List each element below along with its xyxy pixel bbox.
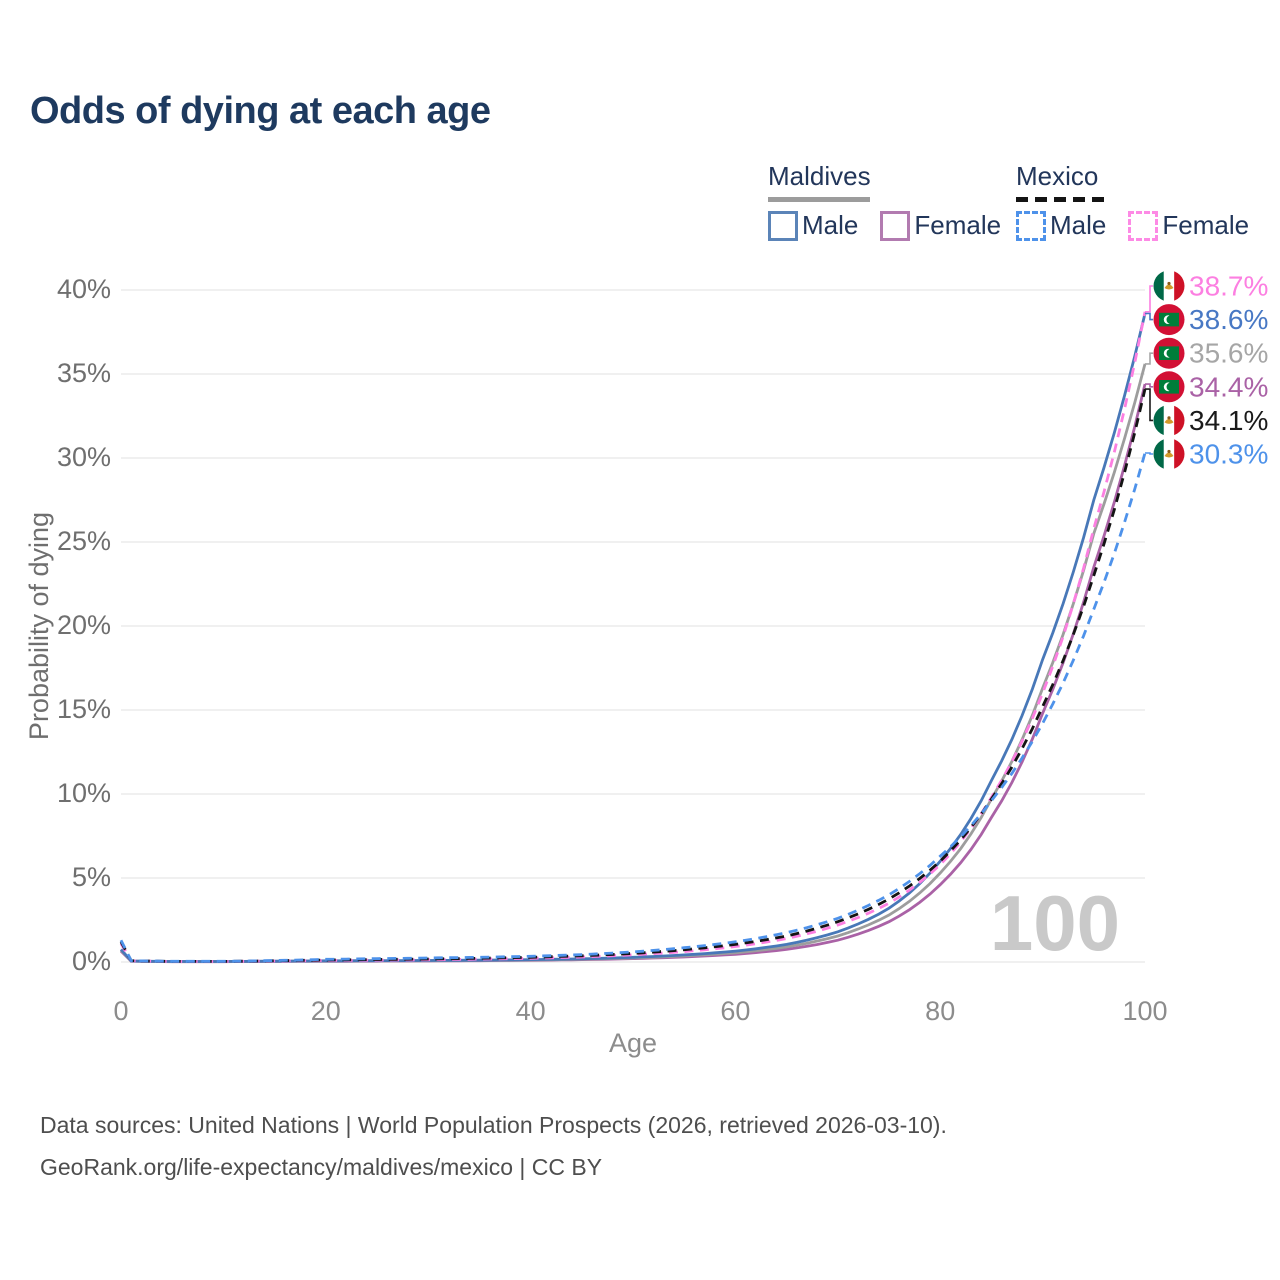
- legend-label-mexico-female: Female: [1162, 210, 1250, 240]
- legend-linestyle-maldives: [768, 197, 870, 202]
- age-watermark: 100: [990, 879, 1120, 967]
- source-line-1: Data sources: United Nations | World Pop…: [40, 1112, 947, 1138]
- legend-item-maldives-male[interactable]: Male: [768, 210, 858, 241]
- legend-group-maldives: Maldives Male Female: [768, 161, 1001, 241]
- maldives-flag-icon: [1153, 337, 1185, 369]
- end-label-connector: [1145, 312, 1153, 321]
- end-label-connector: [1145, 352, 1153, 365]
- source-line-2: GeoRank.org/life-expectancy/maldives/mex…: [40, 1154, 603, 1180]
- x-tick-label: 0: [113, 996, 128, 1026]
- y-tick-label: 40%: [57, 274, 111, 304]
- x-tick-label: 100: [1122, 996, 1167, 1026]
- y-tick-label: 30%: [57, 442, 111, 472]
- series-line-maldives_female: [120, 383, 1147, 964]
- mexico-flag-icon: [1153, 438, 1185, 470]
- mexico-male-swatch-icon: [1016, 210, 1046, 241]
- series-line-maldives_total: [119, 363, 1147, 963]
- end-label-value: 34.4%: [1189, 371, 1268, 402]
- legend-country-mexico: Mexico: [1016, 161, 1099, 191]
- end-label-value: 30.3%: [1189, 439, 1268, 470]
- x-tick-label: 60: [720, 996, 750, 1026]
- end-label-connector: [1145, 452, 1153, 455]
- end-label-value: 34.1%: [1189, 405, 1268, 436]
- legend-item-mexico-male[interactable]: Male: [1016, 210, 1106, 241]
- y-tick-label: 20%: [57, 610, 111, 640]
- legend-item-mexico-female[interactable]: Female: [1128, 210, 1249, 241]
- maldives-flag-icon: [1153, 371, 1185, 403]
- x-axis-title: Age: [609, 1028, 657, 1058]
- x-tick-label: 80: [925, 996, 955, 1026]
- y-tick-label: 15%: [57, 694, 111, 724]
- series-line-mexico_total: [119, 388, 1147, 963]
- legend-item-maldives-female[interactable]: Female: [880, 210, 1001, 241]
- series-line-mexico_female: [119, 311, 1147, 963]
- legend-label-mexico-male: Male: [1050, 210, 1107, 240]
- maldives-female-swatch-icon: [880, 210, 911, 241]
- x-tick-label: 40: [516, 996, 546, 1026]
- end-label-value: 35.6%: [1189, 338, 1268, 369]
- x-tick-label: 20: [311, 996, 341, 1026]
- series-line-mexico_male: [119, 452, 1147, 963]
- legend-group-mexico: Mexico Male Female: [1016, 161, 1249, 241]
- mexico-flag-icon: [1153, 270, 1185, 302]
- y-tick-label: 5%: [72, 862, 111, 892]
- legend-label-maldives-female: Female: [914, 210, 1002, 240]
- maldives-flag-icon: [1153, 304, 1185, 336]
- mexico-female-swatch-icon: [1128, 210, 1159, 241]
- end-label-value: 38.7%: [1189, 271, 1268, 302]
- series-line-maldives_male: [119, 313, 1147, 963]
- end-label-connector: [1145, 383, 1153, 388]
- page-title: Odds of dying at each age: [30, 90, 491, 132]
- y-tick-label: 25%: [57, 526, 111, 556]
- y-tick-label: 10%: [57, 778, 111, 808]
- legend-linestyle-mexico: [1016, 197, 1104, 202]
- end-label-connector: [1145, 285, 1153, 313]
- y-axis-title: Probability of dying: [24, 512, 54, 740]
- end-label-connector: [1145, 388, 1153, 422]
- y-tick-label: 35%: [57, 358, 111, 388]
- legend-label-maldives-male: Male: [802, 210, 859, 240]
- maldives-male-swatch-icon: [768, 210, 798, 241]
- legend-country-maldives: Maldives: [768, 161, 871, 191]
- mexico-flag-icon: [1153, 404, 1185, 436]
- end-label-value: 38.6%: [1189, 304, 1268, 335]
- y-tick-label: 0%: [72, 946, 111, 976]
- data-source-note: Data sources: United Nations | World Pop…: [40, 1104, 947, 1188]
